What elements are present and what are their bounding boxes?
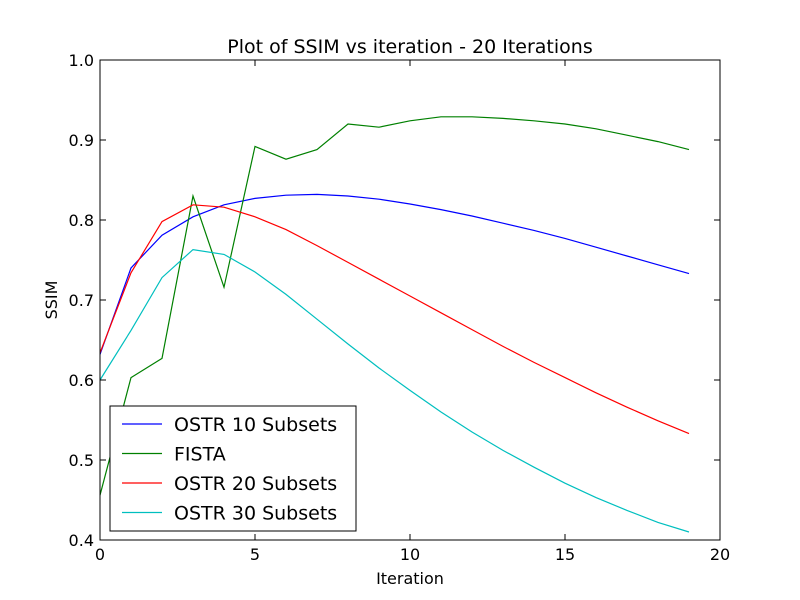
series-line-ostr-20-subsets — [99, 204, 690, 435]
y-tick-label: 0.8 — [69, 211, 94, 230]
x-tick-label: 10 — [400, 545, 420, 564]
y-axis-label: SSIM — [42, 281, 61, 320]
series-line-ostr-10-subsets — [99, 193, 690, 355]
y-tick-label: 0.6 — [69, 371, 94, 390]
legend: OSTR 10 Subsets FISTA OSTR 20 Subsets OSTR … — [109, 405, 357, 532]
series-layer — [99, 116, 690, 533]
y-tick-label: 0.5 — [69, 451, 94, 470]
y-axis-ticks: 0.4 0.5 0.6 0.7 0.8 0.9 1.0 — [69, 51, 720, 550]
x-tick-label: 20 — [710, 545, 730, 564]
y-tick-label: 0.9 — [69, 131, 94, 150]
y-tick-label: 0.4 — [69, 531, 94, 550]
legend-label-ostr-30-subsets: OSTR 30 Subsets — [174, 503, 337, 525]
legend-label-ostr-20-subsets: OSTR 20 Subsets — [174, 473, 337, 495]
x-tick-label: 15 — [555, 545, 575, 564]
x-tick-label: 5 — [250, 545, 260, 564]
y-tick-label: 1.0 — [69, 51, 94, 70]
legend-label-ostr-10-subsets: OSTR 10 Subsets — [174, 414, 337, 436]
x-tick-label: 0 — [95, 545, 105, 564]
legend-box — [109, 405, 357, 532]
legend-label-fista: FISTA — [174, 444, 226, 466]
x-axis-ticks: 0 5 10 15 20 — [95, 60, 730, 564]
chart-title: Plot of SSIM vs iteration - 20 Iteration… — [227, 36, 592, 58]
series-line-ostr-30-subsets — [99, 248, 690, 533]
y-tick-label: 0.7 — [69, 291, 94, 310]
series-line-fista — [99, 116, 690, 496]
x-axis-label: Iteration — [376, 569, 444, 588]
